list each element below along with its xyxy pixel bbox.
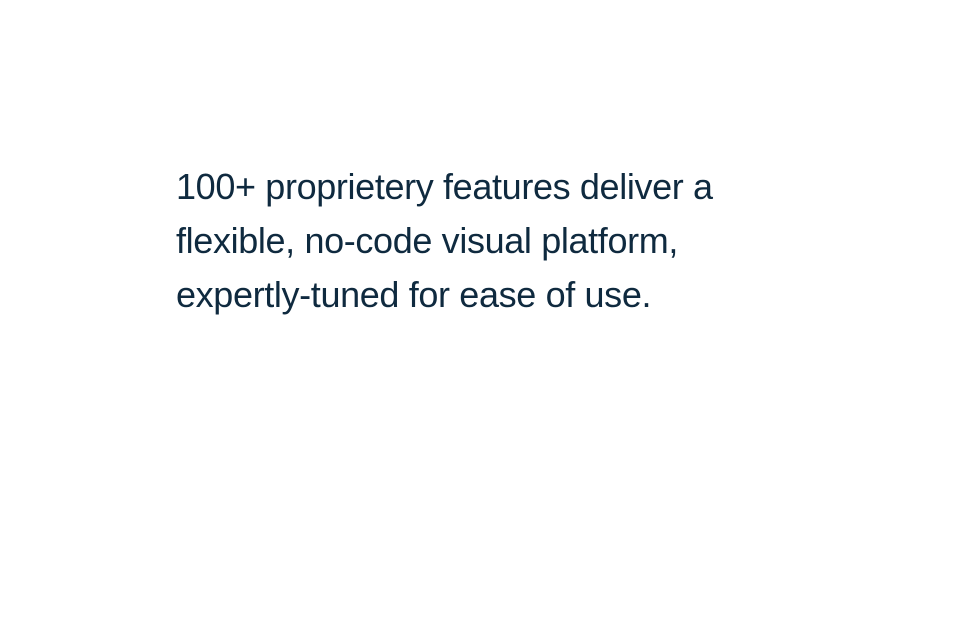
body-text: 100+ proprietery features deliver a flex… [176, 160, 786, 322]
